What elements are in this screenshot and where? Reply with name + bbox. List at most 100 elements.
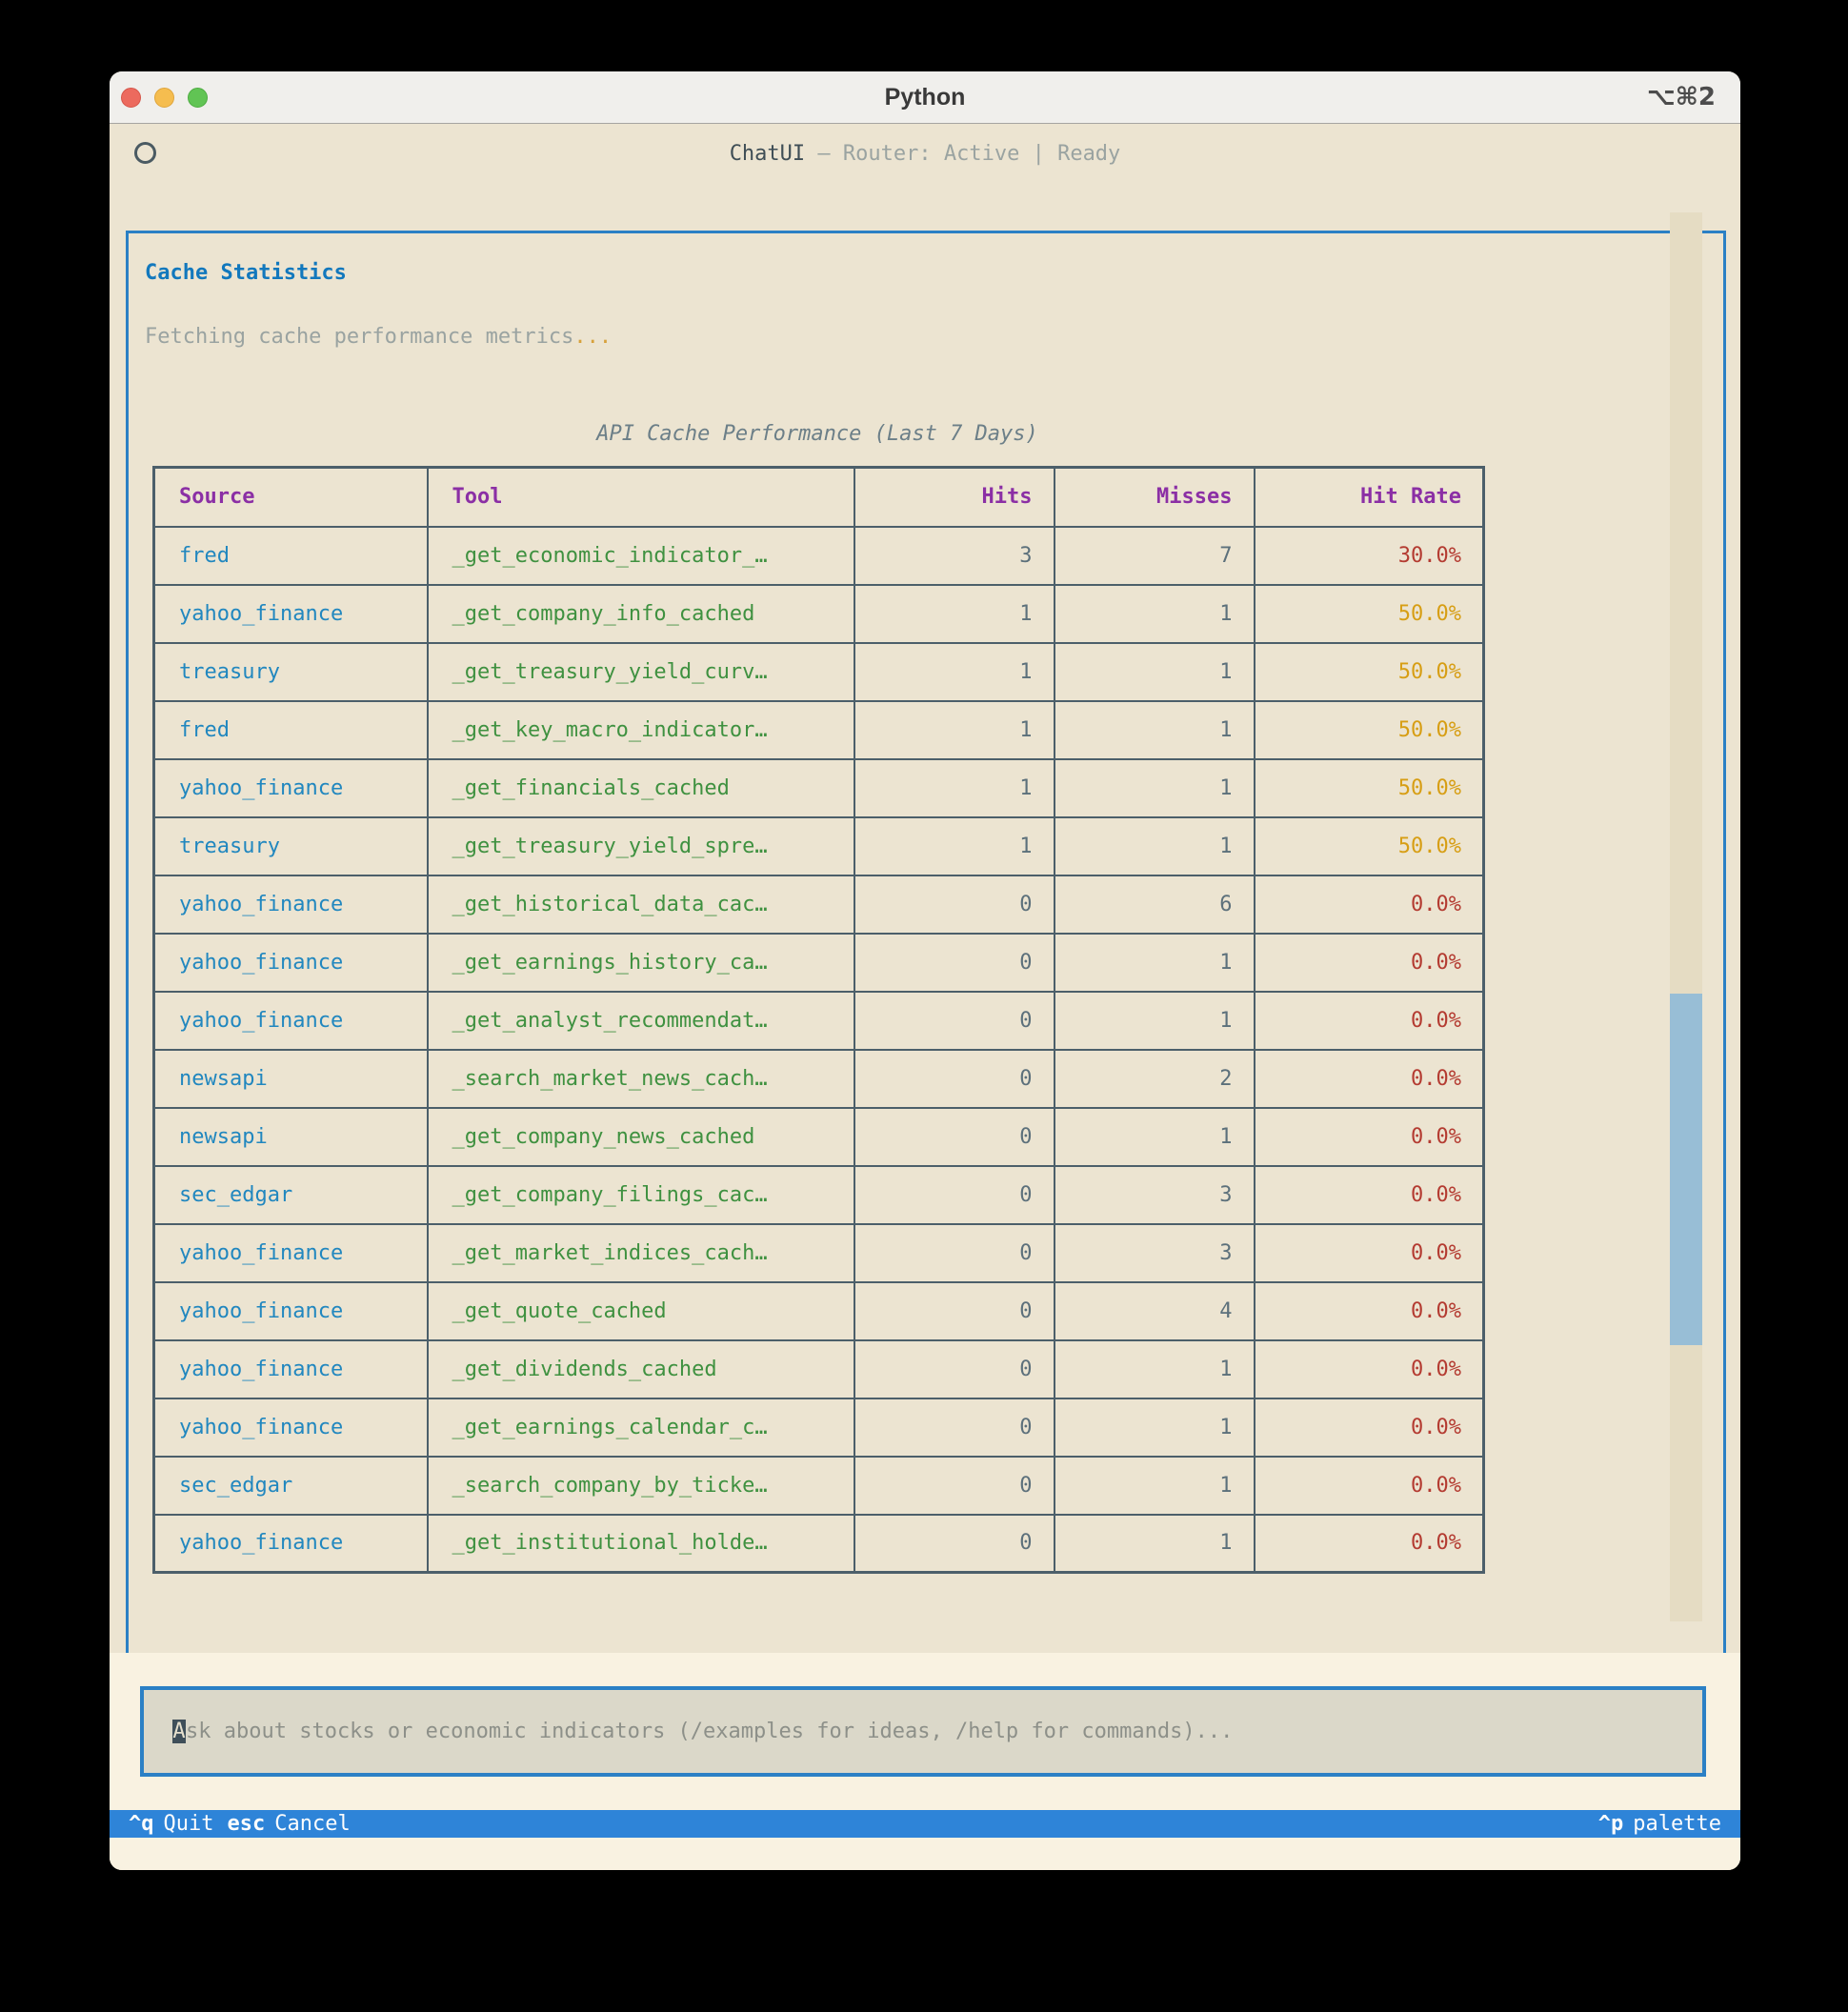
app-name: ChatUI xyxy=(729,142,806,166)
table-row: yahoo_finance _get_historical_data_cac… … xyxy=(152,874,1485,935)
quit-shortcut[interactable]: ^q Quit xyxy=(129,1810,213,1838)
cell-misses: 1 xyxy=(1053,699,1255,760)
cell-hits: 0 xyxy=(853,1048,1055,1109)
cell-tool: _get_earnings_calendar_c… xyxy=(426,1397,855,1458)
table-row: yahoo_finance _get_financials_cached 1 1… xyxy=(152,757,1485,818)
window-title: Python xyxy=(884,84,966,111)
cell-tool: _get_historical_data_cac… xyxy=(426,874,855,935)
cell-hits: 0 xyxy=(853,1280,1055,1341)
close-window-button[interactable] xyxy=(121,88,141,108)
fetch-status-ellipsis: ... xyxy=(573,325,613,349)
cell-hit-rate: 50.0% xyxy=(1253,815,1485,876)
cell-misses: 1 xyxy=(1053,1513,1255,1574)
cell-source: yahoo_finance xyxy=(152,1513,429,1574)
cell-hits: 1 xyxy=(853,757,1055,818)
minimize-window-button[interactable] xyxy=(154,88,174,108)
cell-misses: 1 xyxy=(1053,932,1255,993)
cell-misses: 1 xyxy=(1053,1106,1255,1167)
cell-hits: 1 xyxy=(853,699,1055,760)
loading-spinner-icon xyxy=(134,142,156,164)
window-shortcut-badge: ⌥⌘2 xyxy=(1646,83,1716,111)
table-row: treasury _get_treasury_yield_spre… 1 1 5… xyxy=(152,815,1485,876)
col-header-misses: Misses xyxy=(1053,466,1255,528)
cell-source: yahoo_finance xyxy=(152,1222,429,1283)
table-title: API Cache Performance (Last 7 Days) xyxy=(596,422,1038,446)
palette-shortcut[interactable]: ^p palette xyxy=(1598,1810,1721,1838)
table-header-row: Source Tool Hits Misses Hit Rate xyxy=(152,466,1485,528)
cell-tool: _get_quote_cached xyxy=(426,1280,855,1341)
table-row: fred _get_key_macro_indicator… 1 1 50.0% xyxy=(152,699,1485,760)
panel-heading: Cache Statistics xyxy=(145,261,347,285)
cell-tool: _get_market_indices_cach… xyxy=(426,1222,855,1283)
quit-label: Quit xyxy=(163,1812,214,1836)
zoom-window-button[interactable] xyxy=(188,88,208,108)
table-row: sec_edgar _search_company_by_ticke… 0 1 … xyxy=(152,1455,1485,1516)
cell-hit-rate: 50.0% xyxy=(1253,699,1485,760)
table-row: yahoo_finance _get_quote_cached 0 4 0.0% xyxy=(152,1280,1485,1341)
cell-source: fred xyxy=(152,525,429,586)
fetch-status-text: Fetching cache performance metrics xyxy=(145,325,574,349)
table-row: yahoo_finance _get_company_info_cached 1… xyxy=(152,583,1485,644)
cell-tool: _get_financials_cached xyxy=(426,757,855,818)
table-row: newsapi _get_company_news_cached 0 1 0.0… xyxy=(152,1106,1485,1167)
cell-source: treasury xyxy=(152,815,429,876)
scrollbar-thumb[interactable] xyxy=(1670,994,1702,1345)
scrollbar-track[interactable] xyxy=(1670,212,1702,1621)
cancel-label: Cancel xyxy=(274,1812,351,1836)
col-header-hit-rate: Hit Rate xyxy=(1253,466,1485,528)
cell-source: sec_edgar xyxy=(152,1164,429,1225)
chat-header: ChatUI — Router: Active | Ready xyxy=(110,141,1740,170)
cell-tool: _get_company_news_cached xyxy=(426,1106,855,1167)
text-cursor: A xyxy=(172,1720,186,1743)
cell-hit-rate: 0.0% xyxy=(1253,932,1485,993)
cancel-shortcut[interactable]: esc Cancel xyxy=(227,1810,350,1838)
table-row: yahoo_finance _get_dividends_cached 0 1 … xyxy=(152,1338,1485,1399)
cell-tool: _get_economic_indicator_… xyxy=(426,525,855,586)
table-row: treasury _get_treasury_yield_curv… 1 1 5… xyxy=(152,641,1485,702)
cell-hits: 1 xyxy=(853,815,1055,876)
cell-hits: 1 xyxy=(853,583,1055,644)
cell-source: yahoo_finance xyxy=(152,1338,429,1399)
cache-statistics-panel: Cache Statistics Fetching cache performa… xyxy=(126,231,1726,1693)
chat-header-title: ChatUI — Router: Active | Ready xyxy=(110,141,1740,168)
cell-hit-rate: 30.0% xyxy=(1253,525,1485,586)
cell-hit-rate: 0.0% xyxy=(1253,1338,1485,1399)
cell-source: yahoo_finance xyxy=(152,1397,429,1458)
cell-hits: 0 xyxy=(853,1455,1055,1516)
table-row: newsapi _search_market_news_cach… 0 2 0.… xyxy=(152,1048,1485,1109)
table-row: yahoo_finance _get_earnings_calendar_c… … xyxy=(152,1397,1485,1458)
cell-hits: 0 xyxy=(853,1513,1055,1574)
cell-tool: _get_earnings_history_ca… xyxy=(426,932,855,993)
cell-source: yahoo_finance xyxy=(152,1280,429,1341)
cell-hits: 1 xyxy=(853,641,1055,702)
cell-hit-rate: 0.0% xyxy=(1253,1513,1485,1574)
table-row: fred _get_economic_indicator_… 3 7 30.0% xyxy=(152,525,1485,586)
cell-hit-rate: 0.0% xyxy=(1253,1222,1485,1283)
cell-misses: 1 xyxy=(1053,990,1255,1051)
terminal-content: ChatUI — Router: Active | Ready Cache St… xyxy=(110,124,1740,1870)
cell-misses: 6 xyxy=(1053,874,1255,935)
cell-hit-rate: 0.0% xyxy=(1253,1048,1485,1109)
cell-misses: 7 xyxy=(1053,525,1255,586)
cell-hit-rate: 50.0% xyxy=(1253,757,1485,818)
cell-source: newsapi xyxy=(152,1048,429,1109)
col-header-tool: Tool xyxy=(426,466,855,528)
cell-tool: _get_company_filings_cac… xyxy=(426,1164,855,1225)
cell-hits: 0 xyxy=(853,990,1055,1051)
cell-hit-rate: 0.0% xyxy=(1253,1280,1485,1341)
cell-source: sec_edgar xyxy=(152,1455,429,1516)
cell-misses: 3 xyxy=(1053,1164,1255,1225)
cell-tool: _search_market_news_cach… xyxy=(426,1048,855,1109)
cell-source: treasury xyxy=(152,641,429,702)
cell-misses: 1 xyxy=(1053,641,1255,702)
cell-tool: _get_institutional_holde… xyxy=(426,1513,855,1574)
cell-hits: 3 xyxy=(853,525,1055,586)
cell-hits: 0 xyxy=(853,1164,1055,1225)
cell-source: newsapi xyxy=(152,1106,429,1167)
col-header-hits: Hits xyxy=(853,466,1055,528)
app-status: — Router: Active | Ready xyxy=(805,142,1121,166)
cell-misses: 1 xyxy=(1053,1455,1255,1516)
traffic-lights xyxy=(121,88,208,108)
